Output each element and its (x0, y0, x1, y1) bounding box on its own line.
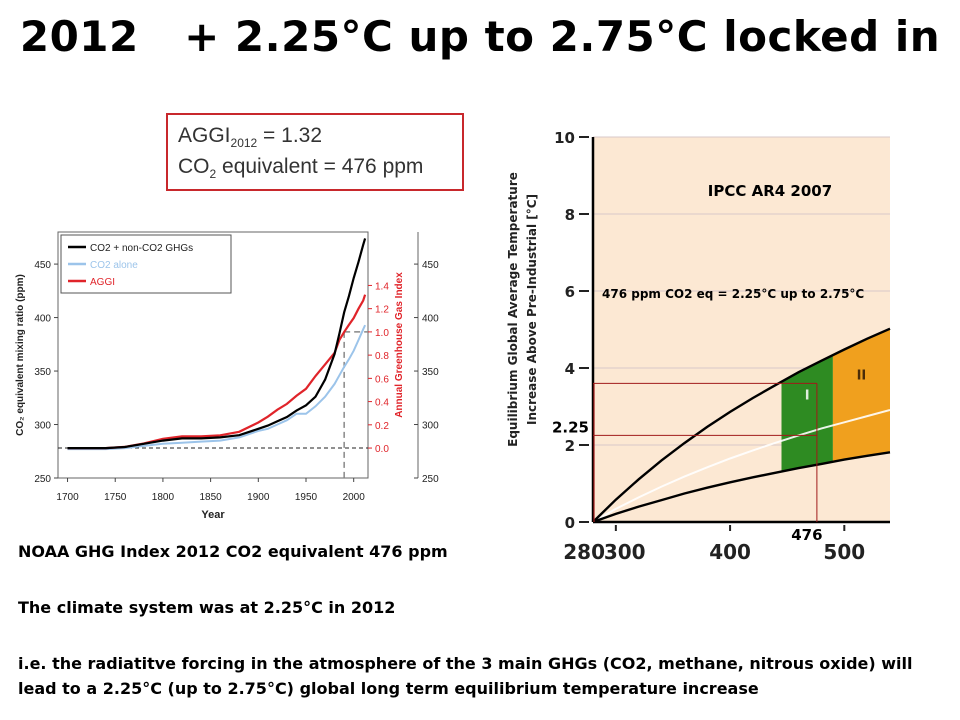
aggi-value: = 1.32 (257, 124, 323, 147)
y-axis-label: CO₂ equivalent mixing ratio (ppm) (15, 274, 26, 436)
category-label-2: II (857, 368, 867, 383)
slide-title: 2012 + 2.25°C up to 2.75°C locked in (19, 12, 941, 61)
legend-label-co2: CO2 alone (90, 260, 138, 271)
y-tick-label-6: 6 (565, 283, 575, 301)
aggi-tick-label-3: 0.6 (375, 374, 389, 385)
paragraph-noaa: NOAA GHG Index 2012 CO2 equivalent 476 p… (18, 542, 448, 561)
co2-label: CO (178, 155, 210, 178)
y-tick-label-0: 0 (565, 514, 575, 532)
marker-x-label: 476 (791, 526, 822, 544)
x-tick-label-280: 280 (563, 540, 605, 564)
y-tick-label-350: 350 (34, 367, 51, 378)
aggi-tick-label-6: 1.2 (375, 305, 389, 316)
right-ppm-tick-label-300: 300 (422, 421, 439, 432)
marker-y-label: 2.25 (552, 418, 589, 436)
paragraph-explanation: i.e. the radiatitve forcing in the atmos… (18, 654, 913, 698)
legend-box (60, 234, 232, 294)
category-label-1: I (805, 388, 810, 403)
aggi-year-subscript: 2012 (230, 136, 258, 151)
y-axis-label-line2: Increase Above Pre-Industrial [°C] (525, 194, 539, 425)
x-tick-label-300: 300 (604, 540, 646, 564)
y-tick-label-300: 300 (34, 421, 51, 432)
right-ppm-tick-label-450: 450 (422, 260, 439, 271)
y2-axis-label: Annual Greenhouse Gas Index (394, 272, 405, 418)
x-tick-label-500: 500 (823, 540, 865, 564)
y-tick-label-400: 400 (34, 314, 51, 325)
co2-subscript: 2 (209, 167, 217, 182)
best-estimate-line (592, 409, 891, 523)
aggi-tick-label-1: 0.2 (375, 421, 389, 432)
category-band-1 (781, 355, 833, 472)
lower-bound-line (592, 451, 891, 524)
x-tick-label-400: 400 (709, 540, 751, 564)
aggi-value-line: AGGI2012 = 1.32 (178, 124, 322, 150)
y-tick-label-250: 250 (34, 474, 51, 485)
legend-label-aggi: AGGI (90, 277, 115, 288)
co2-equivalent-line: CO2 equivalent = 476 ppm (178, 155, 423, 181)
y-tick-label-2: 2 (565, 437, 575, 455)
upper-bound-line (592, 327, 891, 523)
x-tick-label-1700: 1700 (56, 492, 79, 503)
right-ppm-tick-label-250: 250 (422, 474, 439, 485)
x-tick-label-1800: 1800 (152, 492, 175, 503)
right-ppm-tick-label-400: 400 (422, 314, 439, 325)
aggi-box: AGGI2012 = 1.32 CO2 equivalent = 476 ppm (166, 113, 464, 191)
paragraph-climate-system: The climate system was at 2.25°C in 2012 (18, 598, 396, 617)
series-co2-alone-line (67, 324, 367, 451)
co2-equivalent-value: equivalent = 476 ppm (216, 155, 424, 178)
x-tick-label-1950: 1950 (295, 492, 318, 503)
noaa-ghg-chart: 1700 1750 1800 1850 1900 1950 2000 250 300 350 400… (15, 231, 439, 521)
series-total-ghg-line (67, 238, 367, 450)
aggi-tick-label-0: 0.0 (375, 444, 389, 455)
aggi-label: AGGI (178, 124, 231, 147)
x-tick-label-2000: 2000 (343, 492, 366, 503)
y-tick-label-8: 8 (565, 206, 575, 224)
x-tick-label-1900: 1900 (247, 492, 270, 503)
y-tick-label-4: 4 (565, 360, 575, 378)
annotation-text: 476 ppm CO2 eq = 2.25°C up to 2.75°C (602, 287, 864, 301)
chart-title: IPCC AR4 2007 (708, 182, 832, 200)
x-tick-label-1850: 1850 (199, 492, 222, 503)
x-tick-label-1750: 1750 (104, 492, 127, 503)
y-tick-label-450: 450 (34, 260, 51, 271)
legend-label-total: CO2 + non-CO2 GHGs (90, 243, 193, 254)
aggi-tick-label-2: 0.4 (375, 398, 389, 409)
right-ppm-tick-label-350: 350 (422, 367, 439, 378)
category-band-2 (832, 328, 890, 462)
aggi-tick-label-5: 1.0 (375, 328, 389, 339)
legend: CO2 + non-CO2 GHGs CO2 alone AGGI (60, 234, 232, 294)
x-axis-label: Year (201, 509, 225, 521)
y-axis-label-line1: Equilibrium Global Average Temperature (506, 172, 520, 447)
aggi-tick-label-4: 0.8 (375, 351, 389, 362)
aggi-tick-label-7: 1.4 (375, 281, 389, 292)
y-tick-label-10: 10 (554, 129, 575, 147)
